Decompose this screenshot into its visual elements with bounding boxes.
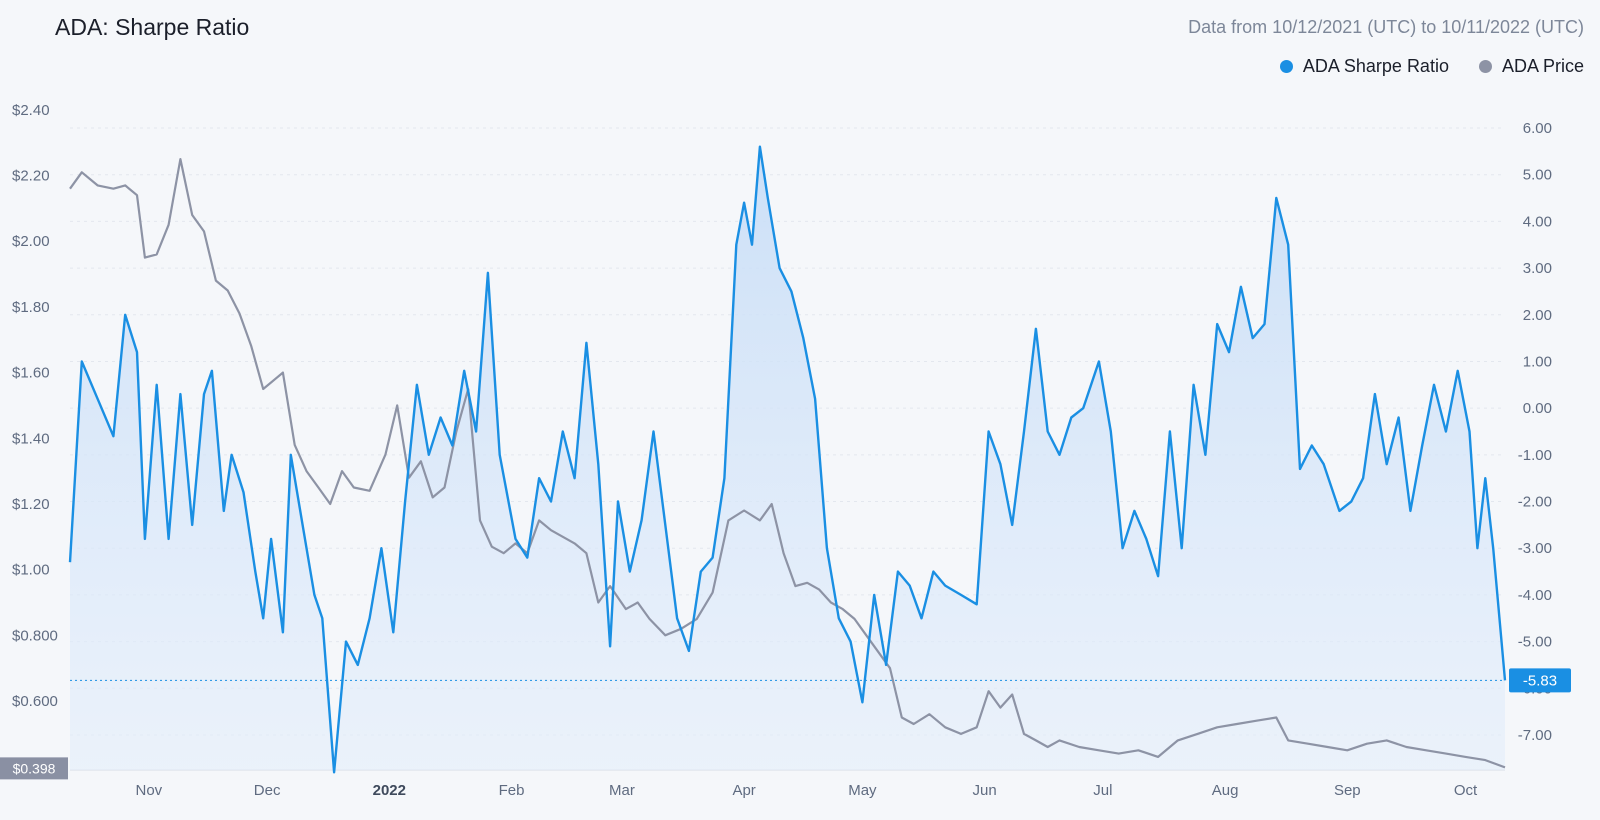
left-axis-tick: $2.00: [12, 233, 50, 250]
x-axis: Nov Dec 2022 Feb Mar Apr May Jun Jul Aug Sep Oct: [136, 782, 1479, 799]
left-axis-tick: $1.20: [12, 496, 50, 513]
last-value-badge: [1509, 668, 1571, 693]
legend-item-sharpe[interactable]: ADA Sharpe Ratio: [1279, 56, 1449, 77]
right-axis-tick: -5.00: [1518, 634, 1552, 651]
x-axis-tick: Feb: [499, 782, 525, 799]
right-axis-tick: 0.00: [1523, 400, 1552, 417]
right-axis-tick: -4.00: [1518, 587, 1552, 604]
right-axis-tick: 4.00: [1523, 213, 1552, 230]
sharpe-area: [70, 146, 1505, 773]
date-range-label: Data from 10/12/2021 (UTC) to 10/11/2022…: [1188, 17, 1584, 37]
last-value-label: -5.83: [1523, 672, 1557, 689]
left-axis-tick: $0.800: [12, 627, 58, 644]
x-axis-tick: Dec: [254, 782, 281, 799]
chart-title: ADA: Sharpe Ratio: [55, 14, 250, 40]
left-axis: $2.40 $2.20 $2.00 $1.80 $1.60 $1.40 $1.20 $1.00…: [12, 102, 58, 710]
price-line: [69, 158, 1506, 769]
left-axis-tick: $1.00: [12, 562, 50, 579]
legend-dot-price: [1478, 60, 1492, 73]
sharpe-line: [68, 145, 1507, 774]
x-axis-tick: Nov: [136, 782, 163, 799]
left-axis-tick: $2.20: [12, 168, 50, 185]
x-axis-tick: May: [848, 782, 877, 799]
left-axis-tick: $1.40: [12, 430, 50, 447]
right-axis-tick: 1.00: [1523, 353, 1552, 370]
right-axis-tick: 5.00: [1523, 167, 1552, 184]
right-axis-tick: -2.00: [1518, 494, 1552, 511]
x-axis-tick: 2022: [373, 782, 406, 799]
x-axis-tick: Sep: [1334, 782, 1361, 799]
left-axis-tick: $2.40: [12, 102, 50, 119]
x-axis-tick: Jul: [1093, 782, 1112, 799]
left-axis-tick: $1.60: [12, 365, 50, 382]
x-axis-tick: Oct: [1454, 782, 1478, 799]
last-price-label: $0.398: [13, 760, 56, 776]
right-axis-tick: -7.00: [1518, 727, 1552, 744]
x-axis-tick: Mar: [609, 782, 635, 799]
right-axis-tick: 6.00: [1523, 120, 1552, 137]
legend: ADA Sharpe Ratio ADA Price: [1279, 56, 1584, 77]
left-axis-tick: $0.600: [12, 693, 58, 710]
x-axis-tick: Jun: [973, 782, 997, 799]
right-axis-tick: 2.00: [1523, 307, 1552, 324]
right-axis-tick: 3.00: [1523, 260, 1552, 277]
legend-label-sharpe: ADA Sharpe Ratio: [1302, 56, 1449, 76]
x-axis-tick: Apr: [732, 782, 755, 799]
left-axis-tick: $1.80: [12, 299, 50, 316]
right-axis-tick: -3.00: [1518, 540, 1552, 557]
right-axis-tick: -1.00: [1518, 447, 1552, 464]
legend-dot-sharpe: [1279, 60, 1293, 73]
right-axis: 6.00 5.00 4.00 3.00 2.00 1.00 0.00 -1.00 -2.00 -3…: [1518, 120, 1552, 744]
value-badges: -5.83 $0.398: [0, 668, 1571, 780]
x-axis-tick: Aug: [1212, 782, 1239, 799]
sharpe-area-layer: [70, 146, 1505, 773]
lines-layer: [68, 145, 1507, 774]
legend-label-price: ADA Price: [1501, 56, 1584, 76]
legend-item-price[interactable]: ADA Price: [1478, 56, 1584, 77]
last-price-badge: [0, 757, 68, 780]
